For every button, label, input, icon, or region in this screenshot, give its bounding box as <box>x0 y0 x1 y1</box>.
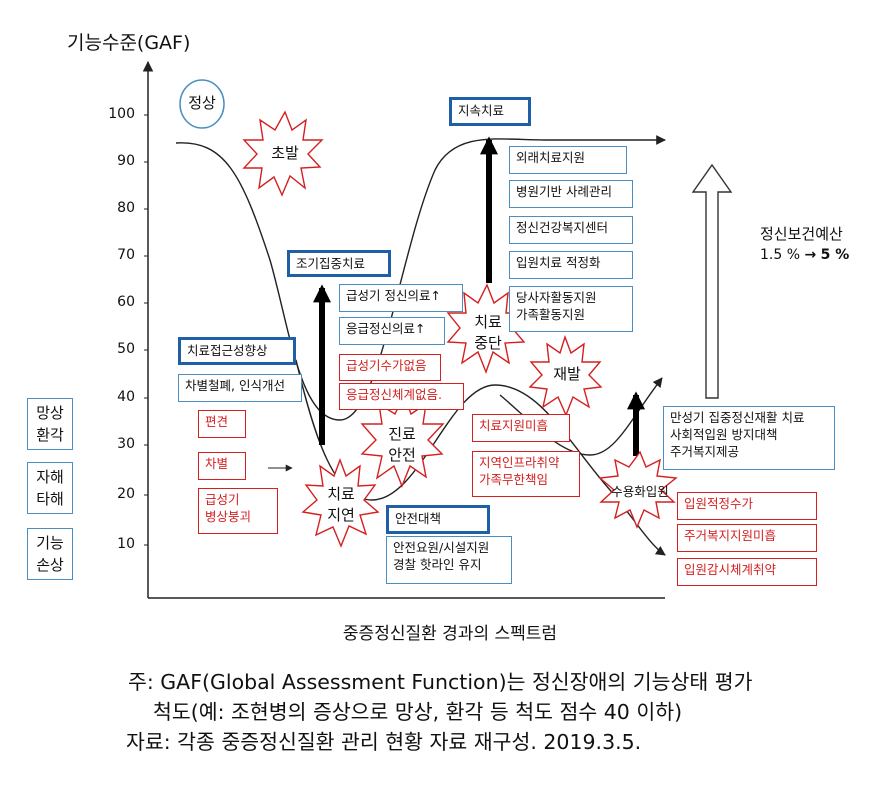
note-line-1: 주: GAF(Global Assessment Function)는 정신장애… <box>128 670 753 694</box>
safety-measures-title: 안전대책 <box>386 505 490 534</box>
y-tick-70: 70 <box>117 247 135 263</box>
housing-support-box: 주거복지지원미흡 <box>677 524 817 552</box>
acute-psych-care-box: 급성기 정신의료↑ <box>339 284 463 312</box>
budget-from: 1.5 % <box>760 247 801 263</box>
inpatient-optimization-box: 입원치료 적정화 <box>509 251 633 279</box>
infra-line2: 가족무한책임 <box>479 472 549 487</box>
access-improve-box: 치료접근성향상 <box>178 337 296 365</box>
symptom-function-line1: 기능 <box>36 534 64 552</box>
chronic-line3: 주거복지제공 <box>670 444 740 459</box>
budget-change: 1.5 % → 5 % <box>760 247 849 263</box>
y-axis-ticks <box>144 114 148 546</box>
insufficient-support-box: 치료지원미흡 <box>472 414 570 442</box>
symptom-function-line2: 손상 <box>36 556 64 574</box>
delay-line2: 지연 <box>327 506 355 524</box>
care-burst <box>360 393 445 488</box>
normal-label: 정상 <box>188 94 216 112</box>
budget-arrow <box>691 163 733 399</box>
budget-to: 5 % <box>820 247 850 263</box>
chronic-rehab-box: 만성기 집중정신재활 치료 사회적입원 방지대책 주거복지제공 <box>663 406 835 470</box>
budget-label: 정신보건예산 <box>760 225 843 243</box>
monitoring-weak-box: 입원감시체계취약 <box>677 558 817 586</box>
symptom-box-delusion: 망상 환각 <box>27 398 73 450</box>
y-tick-20: 20 <box>117 486 135 502</box>
onset-label: 초발 <box>271 144 299 162</box>
peer-family-support-box: 당사자활동지원 가족활동지원 <box>509 286 633 332</box>
safety-line2: 경찰 핫라인 유지 <box>393 557 482 572</box>
y-axis-title: 기능수준(GAF) <box>67 32 191 54</box>
mental-health-center-box: 정신건강복지센터 <box>509 216 633 244</box>
normal-circle <box>179 79 225 129</box>
emergency-psych-care-box: 응급정신의료↑ <box>339 317 445 345</box>
institution-label: 수용화입원 <box>611 484 669 499</box>
care-line2: 안전 <box>388 446 416 464</box>
stop-line1: 치료 <box>474 313 502 331</box>
prejudice-box: 편견 <box>198 410 246 438</box>
onset-burst <box>242 110 324 197</box>
y-tick-90: 90 <box>117 153 135 169</box>
safety-measures-body: 안전요원/시설지원 경찰 핫라인 유지 <box>386 536 512 584</box>
relapse-label: 재발 <box>553 365 581 383</box>
y-tick-50: 50 <box>117 341 135 357</box>
stigma-removal-box: 차별철폐, 인식개선 <box>178 374 302 402</box>
treatment-delay-label: 치료 지연 <box>316 484 366 526</box>
y-tick-80: 80 <box>117 200 135 216</box>
note-line-2: 척도(예: 조현병의 증상으로 망상, 환각 등 척도 점수 40 이하) <box>153 700 683 724</box>
peer-support-line: 당사자활동지원 <box>516 290 597 305</box>
inpatient-fee-box: 입원적정수가 <box>677 492 817 520</box>
chronic-line2: 사회적입원 방지대책 <box>670 427 778 442</box>
no-acute-fee-box: 급성기수가없음 <box>339 354 441 381</box>
y-tick-10: 10 <box>117 536 135 552</box>
y-tick-100: 100 <box>108 106 135 122</box>
x-axis-title: 중증정신질환 경과의 스펙트럼 <box>342 624 558 644</box>
family-support-line: 가족활동지원 <box>516 307 586 322</box>
chronic-line1: 만성기 집중정신재활 치료 <box>670 410 805 425</box>
outpatient-support-box: 외래치료지원 <box>509 146 627 174</box>
acute-collapse-box: 급성기 병상붕괴 <box>198 488 278 534</box>
symptom-box-function: 기능 손상 <box>27 528 73 580</box>
symptom-harm-line1: 자해 <box>36 468 64 486</box>
stop-line2: 중단 <box>474 334 502 352</box>
delay-burst <box>301 458 380 548</box>
acute-line1: 급성기 <box>205 492 240 507</box>
symptom-harm-line2: 타해 <box>36 490 64 508</box>
discrimination-box: 차별 <box>198 452 246 480</box>
symptom-delusion-line1: 망상 <box>36 404 64 422</box>
symptom-box-harm: 자해 타해 <box>27 462 73 514</box>
no-emergency-system-box: 응급정신체계없음. <box>339 383 464 410</box>
safety-line1: 안전요원/시설지원 <box>393 540 490 555</box>
care-line1: 진료 <box>388 425 416 443</box>
y-tick-40: 40 <box>117 389 135 405</box>
infra-line1: 지역인프라취약 <box>479 455 560 470</box>
source-line: 자료: 각종 중증정신질환 관리 현황 자료 재구성. 2019.3.5. <box>126 730 642 754</box>
institution-burst <box>598 450 678 529</box>
symptom-delusion-line2: 환각 <box>36 426 64 444</box>
y-tick-60: 60 <box>117 294 135 310</box>
early-treatment-title: 조기집중치료 <box>287 250 391 277</box>
y-tick-30: 30 <box>117 436 135 452</box>
budget-arrow-glyph: → <box>804 247 817 263</box>
delay-line1: 치료 <box>327 485 355 503</box>
infra-weak-box: 지역인프라취약 가족무한책임 <box>472 451 580 497</box>
acute-line2: 병상붕괴 <box>205 509 252 524</box>
continuous-treatment-title: 지속치료 <box>449 97 531 126</box>
care-safety-label: 진료 안전 <box>377 424 427 466</box>
treatment-stop-label: 치료 중단 <box>463 312 513 354</box>
case-management-box: 병원기반 사례관리 <box>509 180 633 208</box>
